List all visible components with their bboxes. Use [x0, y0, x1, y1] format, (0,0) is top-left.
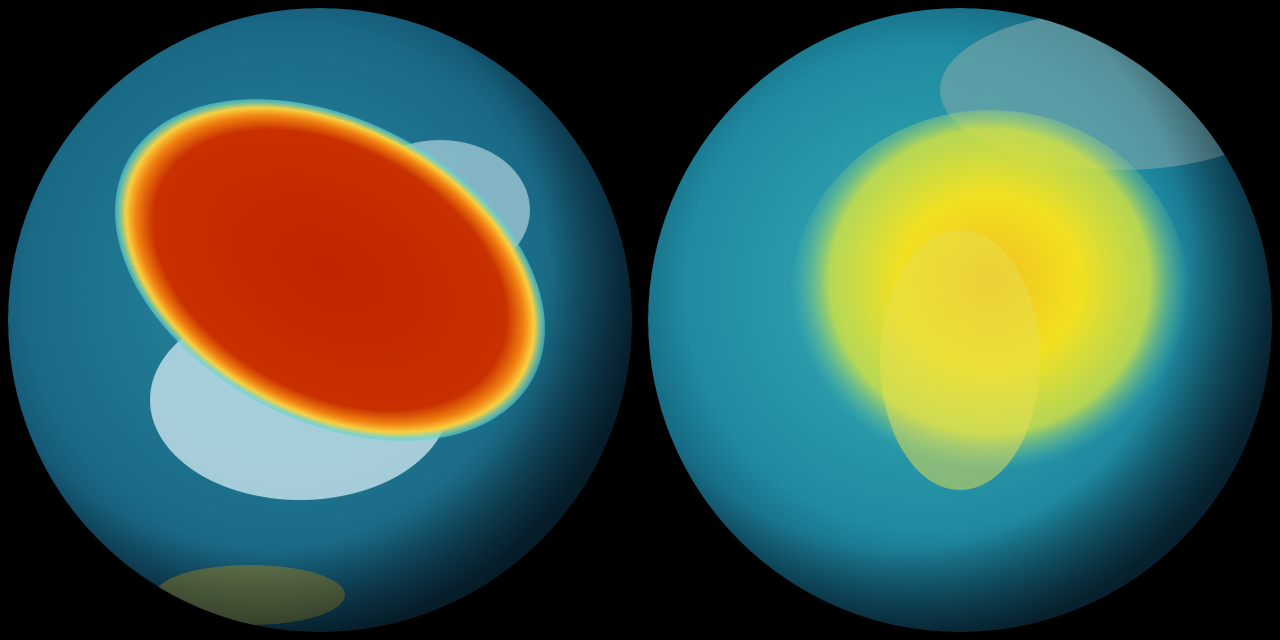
northern-globe — [648, 8, 1272, 632]
limb-shading — [648, 8, 1272, 632]
southern-globe — [8, 8, 632, 632]
limb-shading — [8, 8, 632, 632]
